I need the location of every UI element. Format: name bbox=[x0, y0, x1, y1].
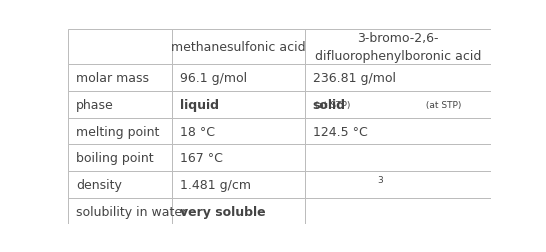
Bar bbox=[172, 92, 305, 118]
Bar bbox=[305, 92, 491, 118]
Bar bbox=[68, 118, 172, 145]
Text: very soluble: very soluble bbox=[180, 205, 265, 218]
Text: 18 °C: 18 °C bbox=[180, 125, 215, 138]
Text: 1.481 g/cm: 1.481 g/cm bbox=[180, 178, 251, 191]
Text: molar mass: molar mass bbox=[76, 72, 149, 85]
Bar bbox=[305, 172, 491, 198]
Text: 236.81 g/mol: 236.81 g/mol bbox=[313, 72, 396, 85]
Text: 3-bromo-2,6-
difluorophenylboronic acid: 3-bromo-2,6- difluorophenylboronic acid bbox=[315, 32, 482, 63]
Text: 124.5 °C: 124.5 °C bbox=[313, 125, 367, 138]
Text: liquid: liquid bbox=[180, 99, 218, 112]
Bar bbox=[68, 30, 172, 65]
Text: (at STP): (at STP) bbox=[423, 101, 462, 110]
Text: 3: 3 bbox=[378, 176, 383, 185]
Bar bbox=[305, 118, 491, 145]
Text: phase: phase bbox=[76, 99, 114, 112]
Bar bbox=[305, 198, 491, 225]
Bar bbox=[172, 65, 305, 92]
Bar bbox=[172, 118, 305, 145]
Bar bbox=[172, 198, 305, 225]
Text: boiling point: boiling point bbox=[76, 152, 153, 165]
Bar bbox=[68, 198, 172, 225]
Text: melting point: melting point bbox=[76, 125, 159, 138]
Text: 167 °C: 167 °C bbox=[180, 152, 222, 165]
Text: density: density bbox=[76, 178, 122, 191]
Bar bbox=[172, 30, 305, 65]
Text: solubility in water: solubility in water bbox=[76, 205, 187, 218]
Bar bbox=[68, 172, 172, 198]
Bar bbox=[305, 65, 491, 92]
Bar bbox=[68, 92, 172, 118]
Bar bbox=[305, 145, 491, 172]
Text: (at STP): (at STP) bbox=[312, 101, 351, 110]
Bar bbox=[172, 172, 305, 198]
Text: solid: solid bbox=[313, 99, 346, 112]
Bar bbox=[305, 30, 491, 65]
Text: methanesulfonic acid: methanesulfonic acid bbox=[171, 41, 306, 54]
Text: 96.1 g/mol: 96.1 g/mol bbox=[180, 72, 247, 85]
Bar bbox=[172, 145, 305, 172]
Bar bbox=[68, 145, 172, 172]
Bar bbox=[68, 65, 172, 92]
